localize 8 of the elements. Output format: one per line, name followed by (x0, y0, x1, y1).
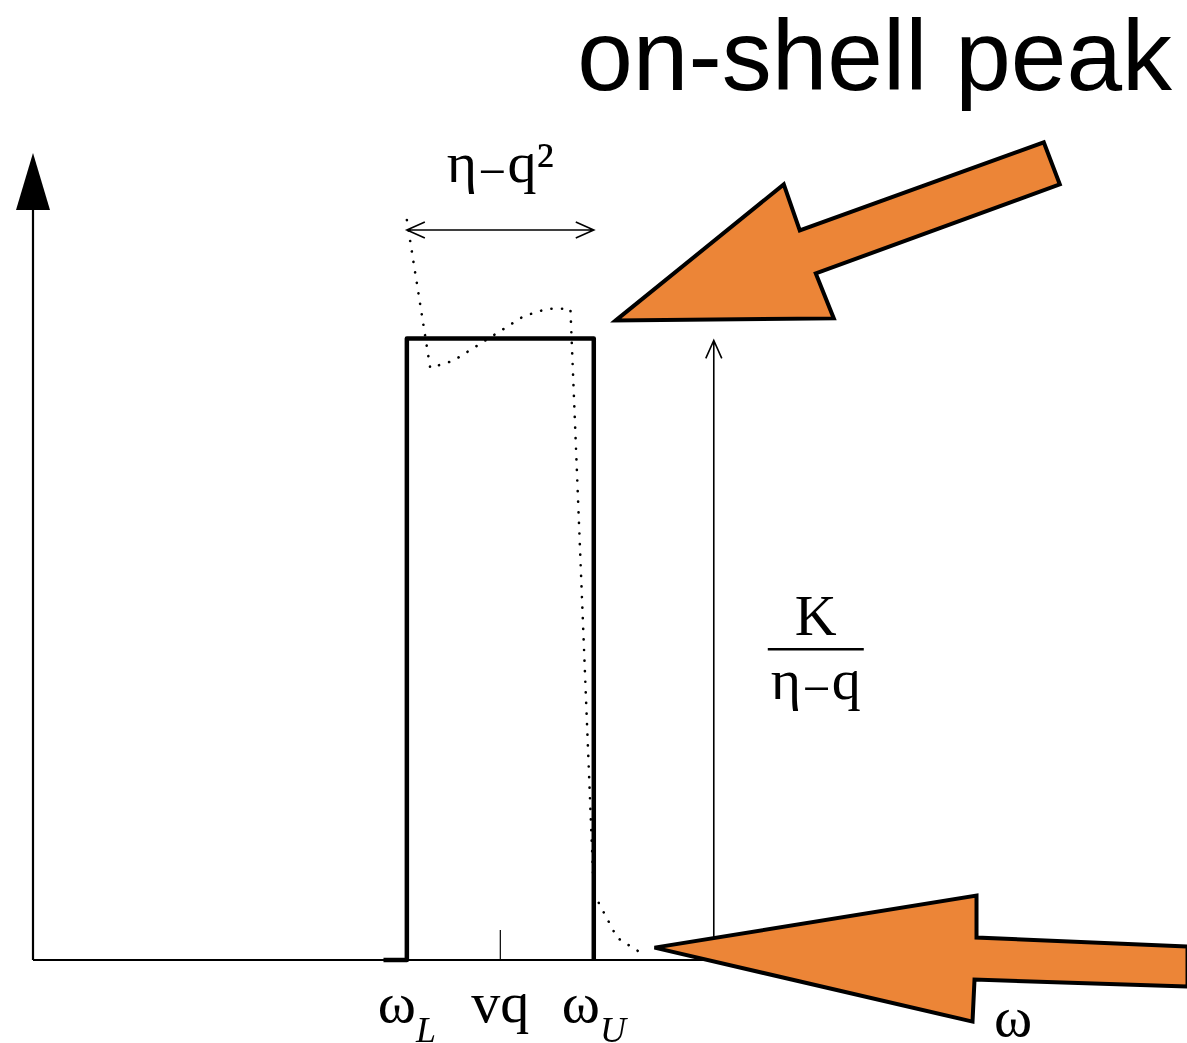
text: η₋q² (446, 130, 554, 195)
annotation: η₋q (770, 647, 861, 713)
chart-title: on-shell peak (577, 0, 1173, 111)
x-tick-label: ω$_{U}$ (561, 970, 628, 1043)
x-tick-label: vq (471, 970, 530, 1035)
x-tick-label: ω$_{L}$ (377, 970, 436, 1043)
annotation: K (794, 583, 837, 649)
x-axis-title: ω (993, 984, 1033, 1043)
